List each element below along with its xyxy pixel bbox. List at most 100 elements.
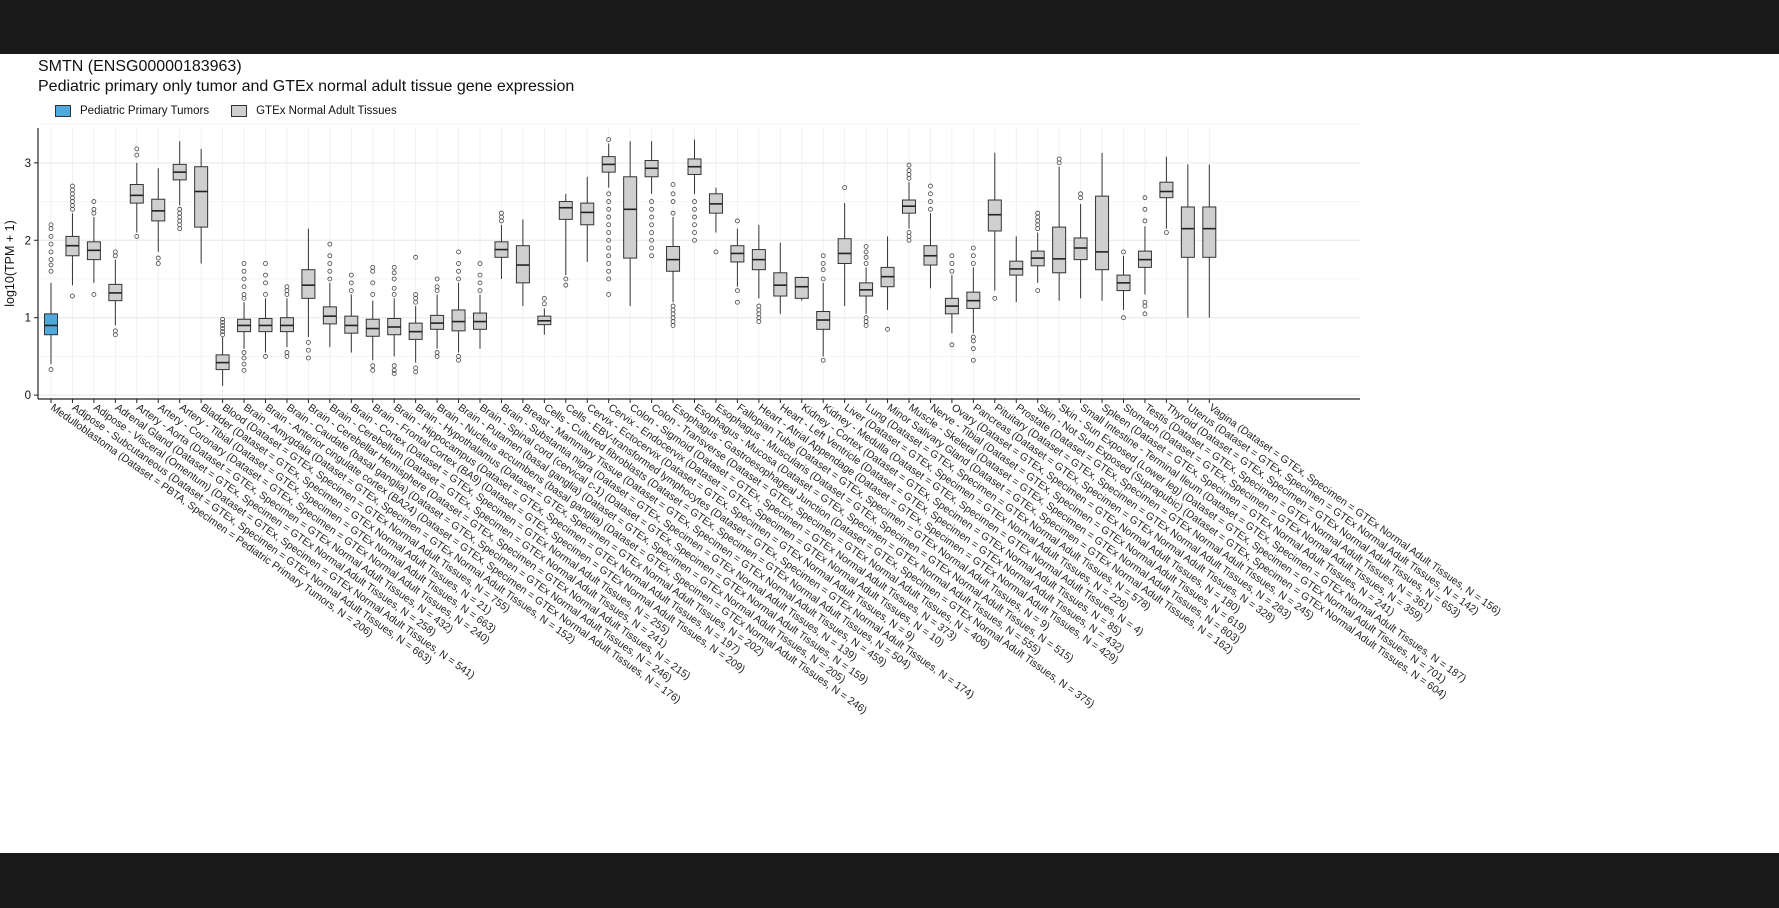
outlier-point [670,182,676,187]
box-35 [794,276,809,301]
outlier-point [456,268,461,274]
outlier-point [370,264,376,270]
box-11 [279,284,294,359]
outlier-point [885,326,890,332]
outlier-point [606,199,612,204]
outlier-point [820,276,826,282]
outlier-point [112,328,118,334]
box-14 [344,272,359,353]
outlier-point [391,270,397,276]
plot-canvas: SMTN (ENSG00000183963) Pediatric primary… [0,54,1779,853]
outlier-point [48,222,54,228]
outlier-point [220,332,226,338]
outlier-point [327,261,333,266]
box-21 [494,210,509,279]
outlier-point [1142,218,1148,224]
outlier-point [1142,195,1148,201]
box-23 [537,295,552,335]
outlier-point [1164,230,1169,235]
outlier-point [606,237,612,243]
y-tick-label: 2 [25,235,31,247]
outlier-point [327,268,333,274]
outlier-point [563,276,569,282]
outlier-point [370,363,376,369]
outlier-point [606,276,612,282]
axes: 0 1 2 3 [25,128,1360,402]
outlier-point [220,316,226,322]
outlier-point [434,350,440,355]
outlier-point [48,268,54,274]
box-39 [880,236,895,332]
box-40 [902,162,916,243]
outlier-point [606,292,612,297]
outlier-point [906,168,912,173]
outlier-point [370,280,376,286]
box-42 [944,253,959,348]
outlier-point [692,222,697,228]
outlier-point [541,301,547,307]
box-iqr [558,201,573,220]
box-iqr [1159,181,1174,199]
outlier-point [241,292,247,297]
outlier-point [370,292,376,297]
outlier-point [1056,156,1062,162]
outlier-point [820,357,826,363]
outlier-point [391,371,397,376]
outlier-point [434,276,440,282]
outlier-point [477,280,483,286]
box-4 [129,146,144,239]
box-19 [451,249,466,363]
box-48 [1073,191,1088,299]
outlier-point [735,299,740,305]
outlier-point [970,346,976,352]
box-31 [708,187,723,255]
outlier-point [692,206,697,212]
outlier-point [928,183,933,189]
outlier-point [1121,315,1126,321]
outlier-point [155,255,161,261]
outlier-point [649,245,654,251]
outlier-point [563,282,569,288]
outlier-point [499,210,504,216]
box-iqr [301,269,316,299]
box-1 [65,183,80,299]
box-6 [172,141,187,232]
outlier-point [928,199,933,204]
outlier-point [134,233,140,239]
box-17 [408,254,423,375]
outlier-point [906,230,912,235]
outlier-point [284,350,290,355]
outlier-point [863,244,869,249]
box-3 [108,249,123,338]
outlier-point [91,292,97,297]
outlier-point [220,326,226,331]
box-7 [194,148,209,264]
outlier-point [348,272,354,278]
chart-subtitle: Pediatric primary only tumor and GTEx no… [38,78,575,95]
outlier-point [284,284,290,290]
outlier-point [670,191,676,197]
outlier-point [1121,249,1126,255]
outlier-point [48,367,54,372]
outlier-point [241,276,247,282]
x-tick-labels: Medulloblastoma (Dataset = PBTA, Specime… [48,399,1503,717]
outlier-point [692,237,697,243]
outlier-point [863,261,869,266]
outlier-point [649,214,654,220]
box-45 [1009,236,1024,303]
box-44 [987,152,1002,301]
outlier-point [606,245,612,251]
outlier-point [1035,288,1041,294]
box-18 [430,276,445,359]
outlier-point [48,262,54,268]
outlier-point [606,191,612,197]
legend-label-tumors: Pediatric Primary Tumors [80,105,210,117]
box-30 [687,139,702,243]
outlier-point [177,206,183,212]
box-iqr [1095,195,1110,271]
outlier-point [949,268,955,274]
outlier-point [91,199,97,204]
outlier-point [992,295,998,301]
outlier-point [670,303,676,309]
outlier-point [863,249,869,255]
